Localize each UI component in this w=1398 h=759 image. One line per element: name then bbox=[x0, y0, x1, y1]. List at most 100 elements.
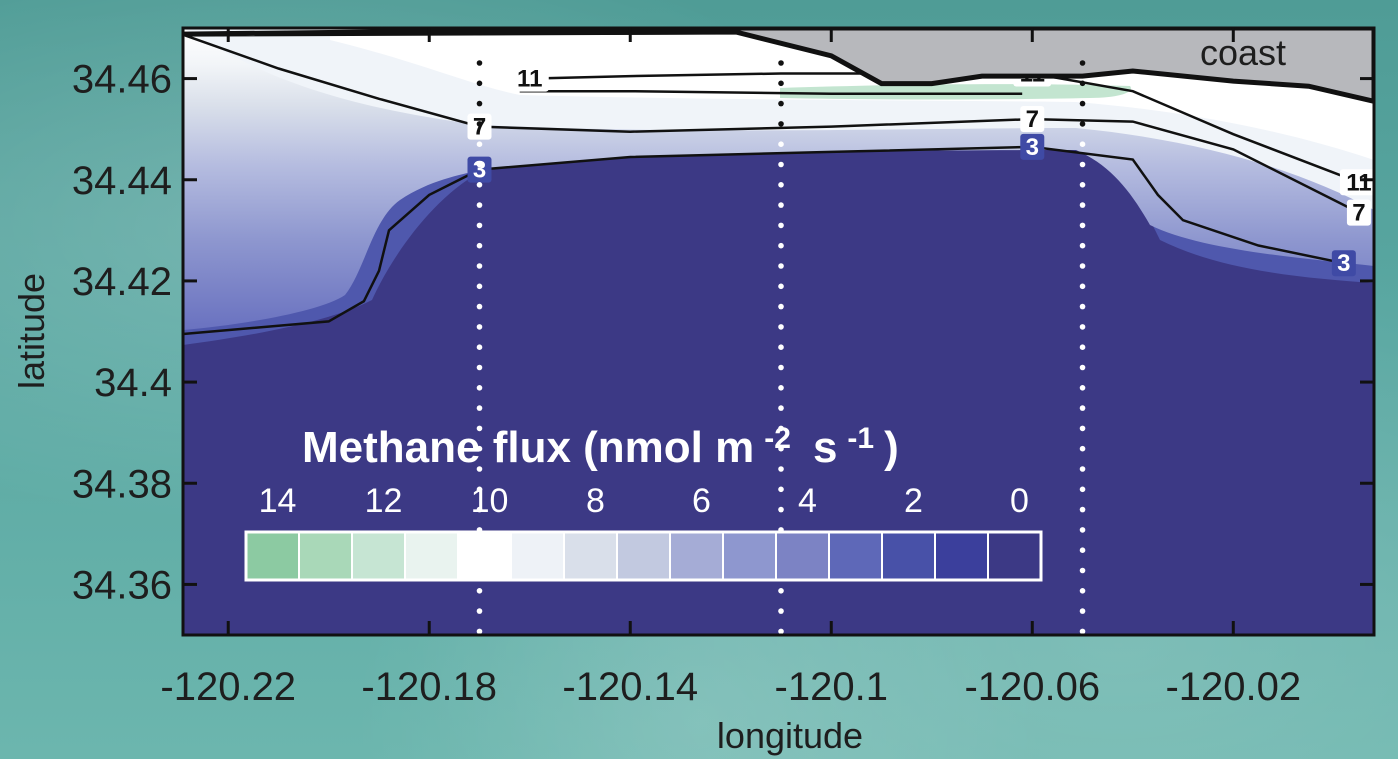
contour-label: 7 bbox=[1352, 200, 1365, 227]
contour-label: 7 bbox=[473, 114, 486, 141]
transect-dot bbox=[778, 506, 784, 513]
transect-dot bbox=[1079, 385, 1086, 391]
transect-dot bbox=[778, 80, 784, 87]
transect-dot bbox=[778, 121, 784, 127]
transect-dot bbox=[1079, 80, 1086, 87]
coast-label: coast bbox=[1200, 32, 1286, 73]
transect-dot bbox=[476, 588, 483, 594]
x-axis: -120.22 -120.18 -120.14 -120.1 -120.06 -120.0… bbox=[160, 28, 1301, 709]
transect-dot bbox=[476, 141, 483, 147]
colorbar-tick-labels: 14 12 10 8 6 4 2 0 bbox=[259, 482, 1029, 520]
colorbar-tick-label: 8 bbox=[586, 482, 605, 520]
x-tick-label: -120.1 bbox=[775, 665, 888, 709]
y-tick-label: 34.38 bbox=[72, 462, 172, 506]
transect-dot bbox=[778, 182, 784, 188]
colorbar-cell bbox=[245, 531, 300, 581]
colorbar-cell bbox=[881, 531, 936, 581]
transect-dot bbox=[1079, 547, 1086, 553]
transect-dot bbox=[778, 303, 784, 310]
colorbar-cell bbox=[351, 531, 406, 581]
transect-dot bbox=[778, 100, 784, 107]
transect-dot bbox=[1079, 608, 1086, 614]
colorbar-tick-label: 10 bbox=[471, 482, 509, 520]
colorbar-cell bbox=[775, 531, 830, 581]
contour-label: 11 bbox=[1346, 169, 1371, 196]
transect-dot bbox=[778, 588, 784, 594]
colorbar-tick-label: 12 bbox=[365, 482, 403, 520]
transect-dot bbox=[778, 283, 784, 290]
y-axis: 34.36 34.38 34.4 34.42 34.44 34.46 bbox=[72, 58, 1374, 607]
transect-dot bbox=[778, 242, 784, 249]
transect-dot bbox=[476, 202, 483, 208]
transect-dot bbox=[778, 405, 784, 411]
transect-dot bbox=[1079, 628, 1086, 635]
colorbar-title: Methane flux (nmol m -2 s -1) bbox=[302, 422, 899, 472]
transect-dot bbox=[476, 303, 483, 310]
colorbar-title-m-exponent: -2 bbox=[764, 422, 791, 455]
transect-dot bbox=[476, 628, 483, 635]
transect-dot bbox=[1079, 202, 1086, 208]
transect-dot bbox=[476, 344, 483, 351]
contour-line-3 bbox=[183, 145, 1345, 336]
colorbar-tick-label: 0 bbox=[1010, 482, 1029, 520]
transect-dot bbox=[1079, 100, 1086, 107]
colorbar-title-main: Methane flux (nmol m bbox=[302, 423, 754, 472]
coastline-landmass bbox=[183, 28, 1374, 104]
y-tick-label: 34.44 bbox=[72, 159, 172, 203]
transect-dot bbox=[1079, 466, 1086, 472]
transect-dot bbox=[778, 486, 784, 493]
transect-dot bbox=[476, 445, 483, 452]
transect-dot bbox=[778, 466, 784, 472]
transect-dot bbox=[476, 385, 483, 391]
transect-dot bbox=[1079, 588, 1086, 594]
transect-dot bbox=[1079, 486, 1086, 493]
contour-label-bg bbox=[1346, 199, 1371, 226]
colorbar-title-s: s bbox=[813, 423, 837, 472]
colorbar-tick-label: 2 bbox=[904, 482, 923, 520]
transect-dot bbox=[778, 60, 784, 66]
x-axis-title: longitude bbox=[717, 715, 863, 756]
transect-dot bbox=[778, 628, 784, 635]
transect-dot bbox=[476, 466, 483, 472]
y-tick-label: 34.36 bbox=[72, 563, 172, 607]
transect-dot bbox=[778, 385, 784, 391]
transect-dot bbox=[1079, 324, 1086, 330]
contour-label-bg bbox=[1331, 250, 1356, 277]
contour-line-7 bbox=[185, 34, 1360, 214]
transect-dot bbox=[1079, 182, 1086, 188]
plot-frame bbox=[181, 26, 1376, 637]
colorbar-cell bbox=[934, 531, 989, 581]
transect-dot bbox=[1079, 60, 1086, 66]
transect-dot bbox=[778, 344, 784, 351]
colorbar-cell bbox=[563, 531, 618, 581]
transect-dot bbox=[1079, 121, 1086, 127]
transect-dot bbox=[1079, 445, 1086, 452]
transect-dot bbox=[476, 222, 483, 229]
colorbar-tick-label: 14 bbox=[259, 482, 297, 520]
transect-dot bbox=[476, 405, 483, 411]
transect-dot bbox=[476, 506, 483, 513]
colorbar-border bbox=[244, 530, 1043, 582]
transect-dot bbox=[778, 364, 784, 371]
contour-label-bg bbox=[467, 156, 492, 183]
colorbar-cell bbox=[722, 531, 777, 581]
transect-dot bbox=[476, 324, 483, 330]
transect-dot bbox=[778, 202, 784, 208]
transect-dot bbox=[476, 364, 483, 371]
transect-dot bbox=[476, 60, 483, 66]
x-tick-label: -120.06 bbox=[964, 665, 1100, 709]
y-tick-label: 34.4 bbox=[94, 361, 172, 405]
transect-dot bbox=[778, 425, 784, 432]
transect-dot bbox=[1079, 405, 1086, 411]
transect-dot bbox=[476, 242, 483, 249]
transect-dot bbox=[476, 283, 483, 290]
transect-dot bbox=[1079, 567, 1086, 574]
transect-dot bbox=[1079, 283, 1086, 290]
contour-label: 3 bbox=[473, 157, 486, 184]
transect-dot bbox=[778, 324, 784, 330]
transect-dot bbox=[1079, 303, 1086, 310]
contour-label: 11 bbox=[517, 66, 542, 93]
contour-label: 3 bbox=[1026, 134, 1039, 161]
transect-dot bbox=[476, 161, 483, 168]
